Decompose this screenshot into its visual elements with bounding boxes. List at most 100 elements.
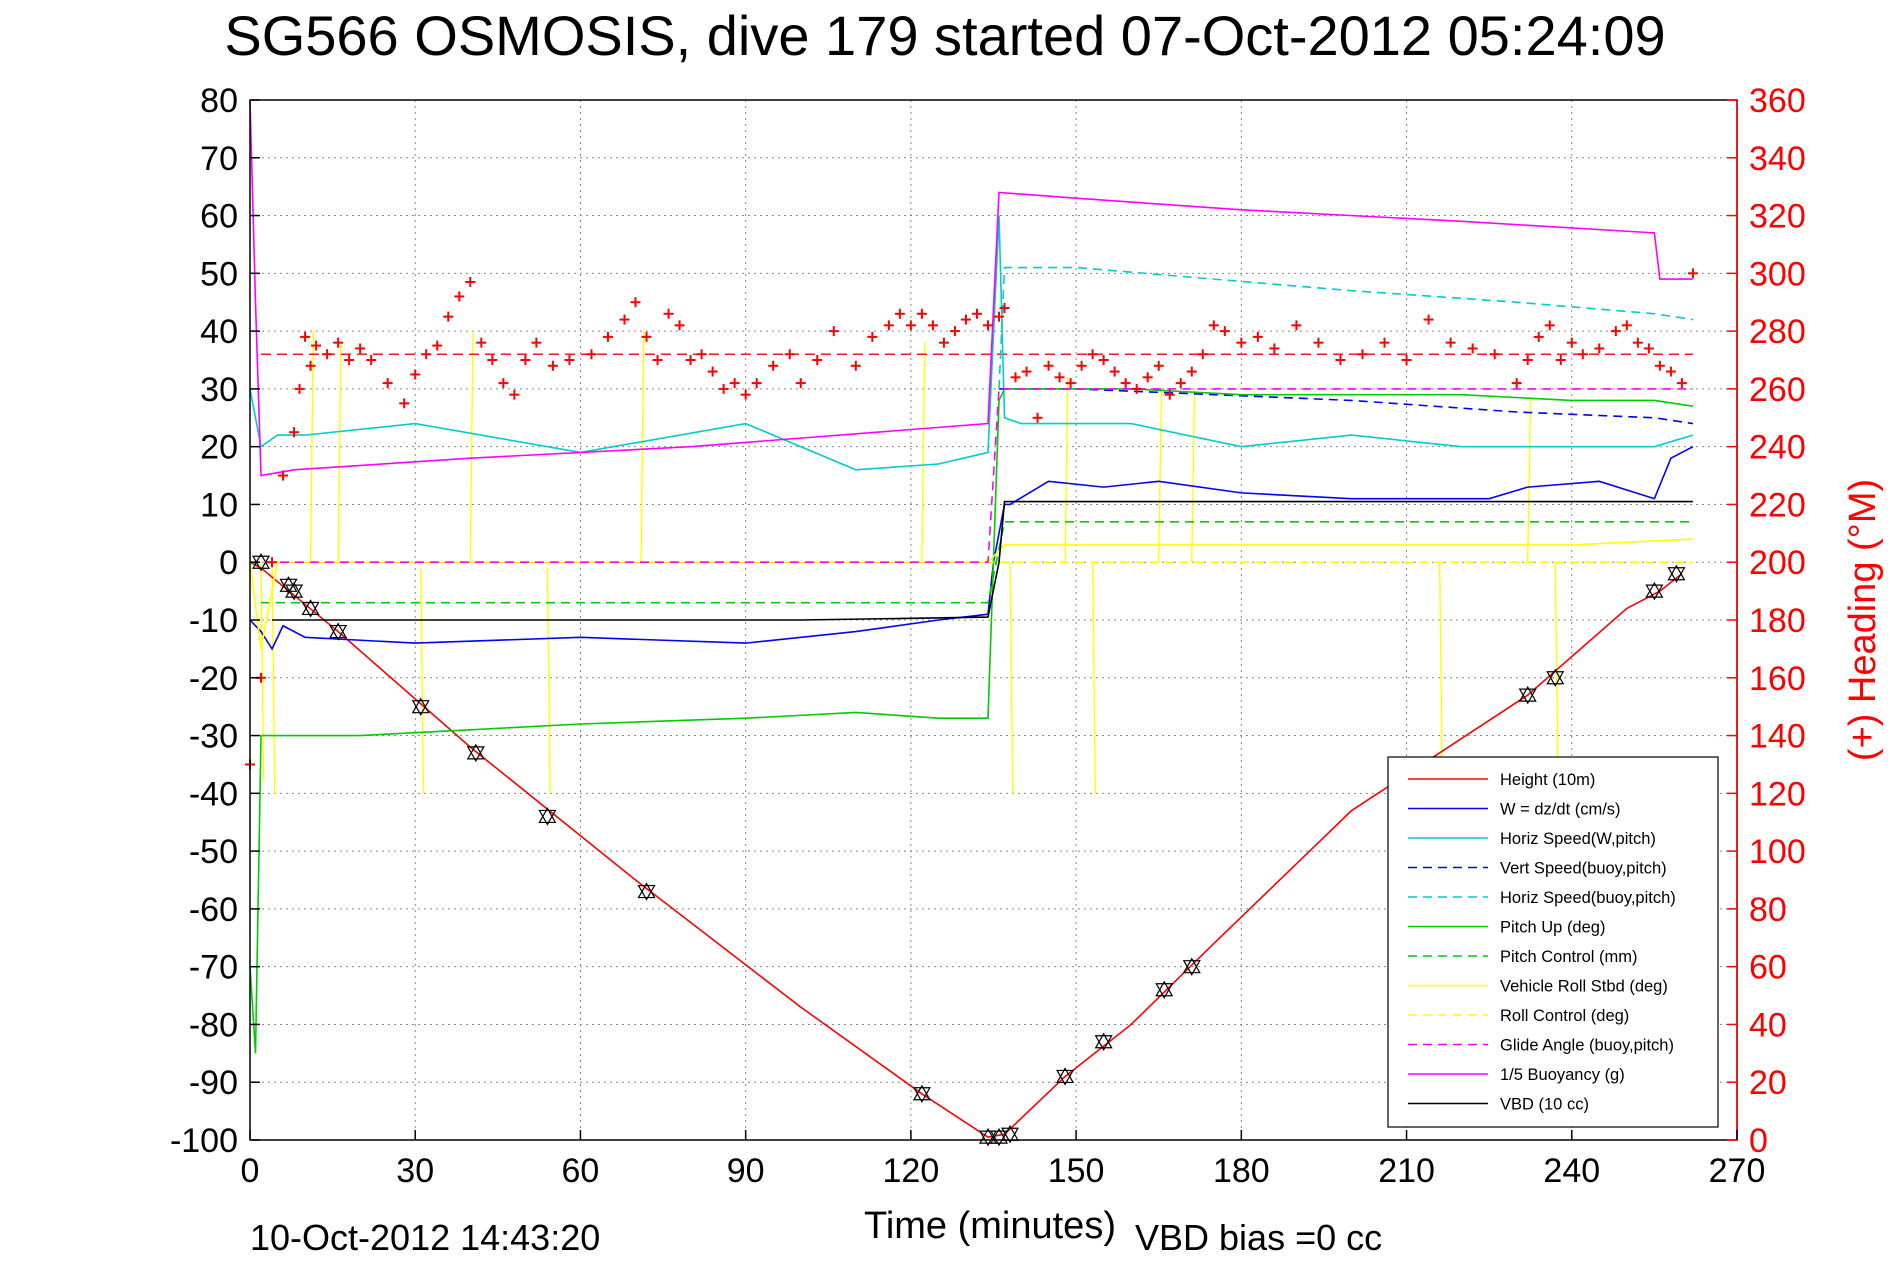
series-line-vbd-10-cc — [272, 500, 1693, 621]
triangle-marker-up — [1056, 1067, 1075, 1084]
triangle-marker-down — [1667, 567, 1686, 583]
triangle-marker — [1518, 685, 1537, 705]
legend-entry: Glide Angle (buoy,pitch) — [1500, 1037, 1674, 1055]
roll-spike — [1064, 377, 1069, 563]
heading-marker — [938, 337, 949, 348]
roll-spike — [469, 331, 474, 563]
series-line-horiz-speed-w-pitch — [249, 215, 1694, 471]
heading-marker — [685, 355, 696, 365]
x-tick-label: 240 — [1543, 1152, 1600, 1190]
legend-entry: Height (10m) — [1500, 771, 1595, 789]
heading-marker — [1533, 331, 1544, 342]
x-tick-label: 90 — [727, 1152, 765, 1190]
heading-marker — [443, 311, 454, 322]
x-axis-label: Time (minutes) — [864, 1205, 1116, 1247]
heading-marker — [1643, 343, 1654, 354]
heading-marker — [1043, 360, 1054, 371]
heading-marker — [454, 291, 465, 302]
heading-marker — [971, 308, 982, 319]
triangle-marker-up — [251, 553, 271, 569]
heading-marker — [729, 378, 740, 389]
triangle-marker — [466, 743, 485, 763]
heading-marker — [294, 383, 305, 394]
y-left-tick-label: 20 — [200, 429, 238, 467]
heading-marker — [1313, 337, 1324, 348]
y-left-tick-label: -40 — [189, 775, 238, 813]
heading-marker — [949, 326, 960, 337]
heading-marker — [784, 349, 795, 360]
triangle-marker-down — [1056, 1069, 1075, 1086]
triangle-marker-down — [301, 601, 320, 618]
y-left-tick-label: 80 — [200, 82, 238, 120]
triangle-marker-up — [1182, 957, 1201, 974]
triangle-marker-down — [1645, 584, 1664, 601]
heading-marker — [355, 343, 366, 354]
roll-spike — [921, 342, 926, 563]
heading-marker — [520, 355, 531, 365]
heading-marker — [531, 337, 542, 348]
heading-marker — [410, 369, 421, 380]
triangle-marker — [301, 599, 320, 618]
heading-marker — [1109, 366, 1120, 377]
roll-spike — [420, 567, 425, 794]
heading-marker — [828, 326, 839, 337]
heading-marker — [982, 320, 993, 331]
heading-marker — [1131, 383, 1142, 394]
y-right-tick-label: 340 — [1749, 140, 1806, 178]
y-right-tick-label: 260 — [1749, 371, 1806, 409]
triangle-marker — [1182, 957, 1201, 976]
spike-layer — [260, 331, 1559, 794]
legend-entry: Vehicle Roll Stbd (deg) — [1500, 978, 1668, 996]
heading-marker — [289, 427, 300, 438]
legend-entry: VBD (10 cc) — [1500, 1096, 1589, 1114]
y-left-tick-label: -70 — [189, 949, 238, 987]
heading-marker — [1445, 337, 1456, 348]
triangle-marker-up — [912, 1084, 931, 1101]
heading-marker — [465, 277, 476, 287]
heading-marker — [850, 360, 861, 371]
y-right-tick-label: 80 — [1749, 891, 1787, 929]
heading-marker — [1566, 337, 1577, 348]
triangle-marker — [1546, 668, 1565, 687]
y-right-tick-label: 180 — [1749, 602, 1806, 640]
roll-spike — [1091, 562, 1097, 794]
triangle-marker — [978, 1127, 998, 1147]
x-tick-label: 120 — [883, 1152, 940, 1190]
heading-marker — [1489, 349, 1500, 360]
triangle-marker-down — [538, 809, 557, 826]
heading-marker — [1032, 412, 1043, 423]
heading-marker — [674, 320, 685, 331]
heading-marker — [619, 314, 630, 325]
heading-marker — [366, 355, 377, 365]
triangle-marker — [285, 581, 304, 601]
roll-spike — [546, 567, 551, 794]
legend-entry: Pitch Control (mm) — [1500, 948, 1638, 966]
heading-marker — [1610, 326, 1621, 337]
heading-marker — [509, 389, 520, 400]
legend-entry: Roll Control (deg) — [1500, 1007, 1629, 1025]
heading-marker — [344, 355, 355, 365]
heading-marker — [867, 331, 878, 342]
y-right-tick-label: 100 — [1749, 833, 1806, 871]
y-right-tick-label: 20 — [1749, 1064, 1787, 1102]
heading-marker — [498, 378, 509, 389]
y-left-tick-label: -20 — [189, 660, 238, 698]
triangle-marker-up — [466, 743, 485, 760]
heading-marker — [1010, 372, 1021, 383]
roll-spike — [1009, 562, 1014, 794]
heading-marker — [476, 337, 487, 348]
y-left-tick-label: -60 — [189, 891, 238, 929]
roll-spike — [1191, 388, 1196, 563]
x-tick-label: 210 — [1378, 1152, 1435, 1190]
heading-marker — [602, 331, 613, 342]
heading-marker — [652, 355, 663, 365]
triangle-marker-up — [279, 576, 298, 592]
heading-marker — [883, 320, 894, 331]
heading-marker — [1236, 337, 1247, 348]
heading-marker — [1357, 349, 1368, 360]
y-left-tick-label: -90 — [189, 1064, 238, 1102]
heading-marker — [1676, 378, 1687, 389]
heading-marker — [333, 337, 344, 348]
x-tick-label: 0 — [241, 1152, 260, 1190]
heading-marker — [1423, 314, 1434, 325]
